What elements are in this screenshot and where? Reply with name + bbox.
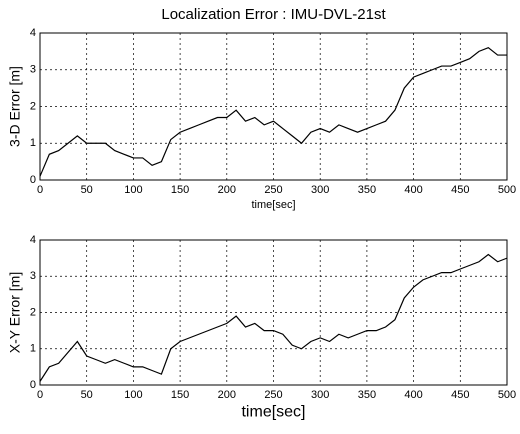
y-tick-label: 3 — [30, 270, 36, 282]
data-line — [39, 47, 507, 177]
x-tick-label: 150 — [171, 389, 189, 401]
x-tick-label: 50 — [81, 184, 93, 196]
plot-area — [39, 32, 508, 181]
x-tick-label: 300 — [311, 389, 329, 401]
x-tick-label: 200 — [218, 389, 236, 401]
chart-title: Localization Error : IMU-DVL-21st — [161, 6, 386, 23]
x-tick-label: 250 — [264, 184, 282, 196]
x-tick-label: 0 — [37, 184, 43, 196]
data-line — [39, 253, 508, 382]
x-axis-label: time[sec] — [251, 199, 295, 211]
y-axis-label: 3-D Error [m] — [7, 66, 23, 147]
x-tick-label: 350 — [358, 389, 376, 401]
x-tick-label: 250 — [264, 389, 282, 401]
x-tick-label: 400 — [404, 184, 422, 196]
x-tick-label: 450 — [451, 184, 469, 196]
x-tick-label: 100 — [124, 184, 142, 196]
y-tick-label: 0 — [30, 174, 36, 186]
x-axis-label: time[sec] — [241, 404, 305, 421]
x-tick-label: 400 — [404, 389, 422, 401]
y-tick-label: 2 — [30, 306, 36, 318]
x-tick-label: 350 — [358, 184, 376, 196]
y-tick-label: 0 — [30, 379, 36, 391]
x-tick-label: 100 — [124, 389, 142, 401]
x-tick-label: 200 — [218, 184, 236, 196]
x-tick-label: 500 — [498, 389, 516, 401]
y-tick-label: 4 — [30, 234, 36, 246]
y-axis-label: X-Y Error [m] — [7, 272, 23, 353]
x-tick-label: 150 — [171, 184, 189, 196]
x-tick-label: 450 — [451, 389, 469, 401]
x-tick-label: 0 — [37, 389, 43, 401]
x-tick-label: 300 — [311, 184, 329, 196]
y-tick-label: 4 — [30, 27, 36, 39]
y-tick-label: 1 — [30, 137, 36, 149]
x-tick-label: 50 — [81, 389, 93, 401]
y-tick-label: 1 — [30, 343, 36, 355]
y-tick-label: 3 — [30, 64, 36, 76]
x-tick-label: 500 — [498, 184, 516, 196]
y-tick-label: 2 — [30, 100, 36, 112]
